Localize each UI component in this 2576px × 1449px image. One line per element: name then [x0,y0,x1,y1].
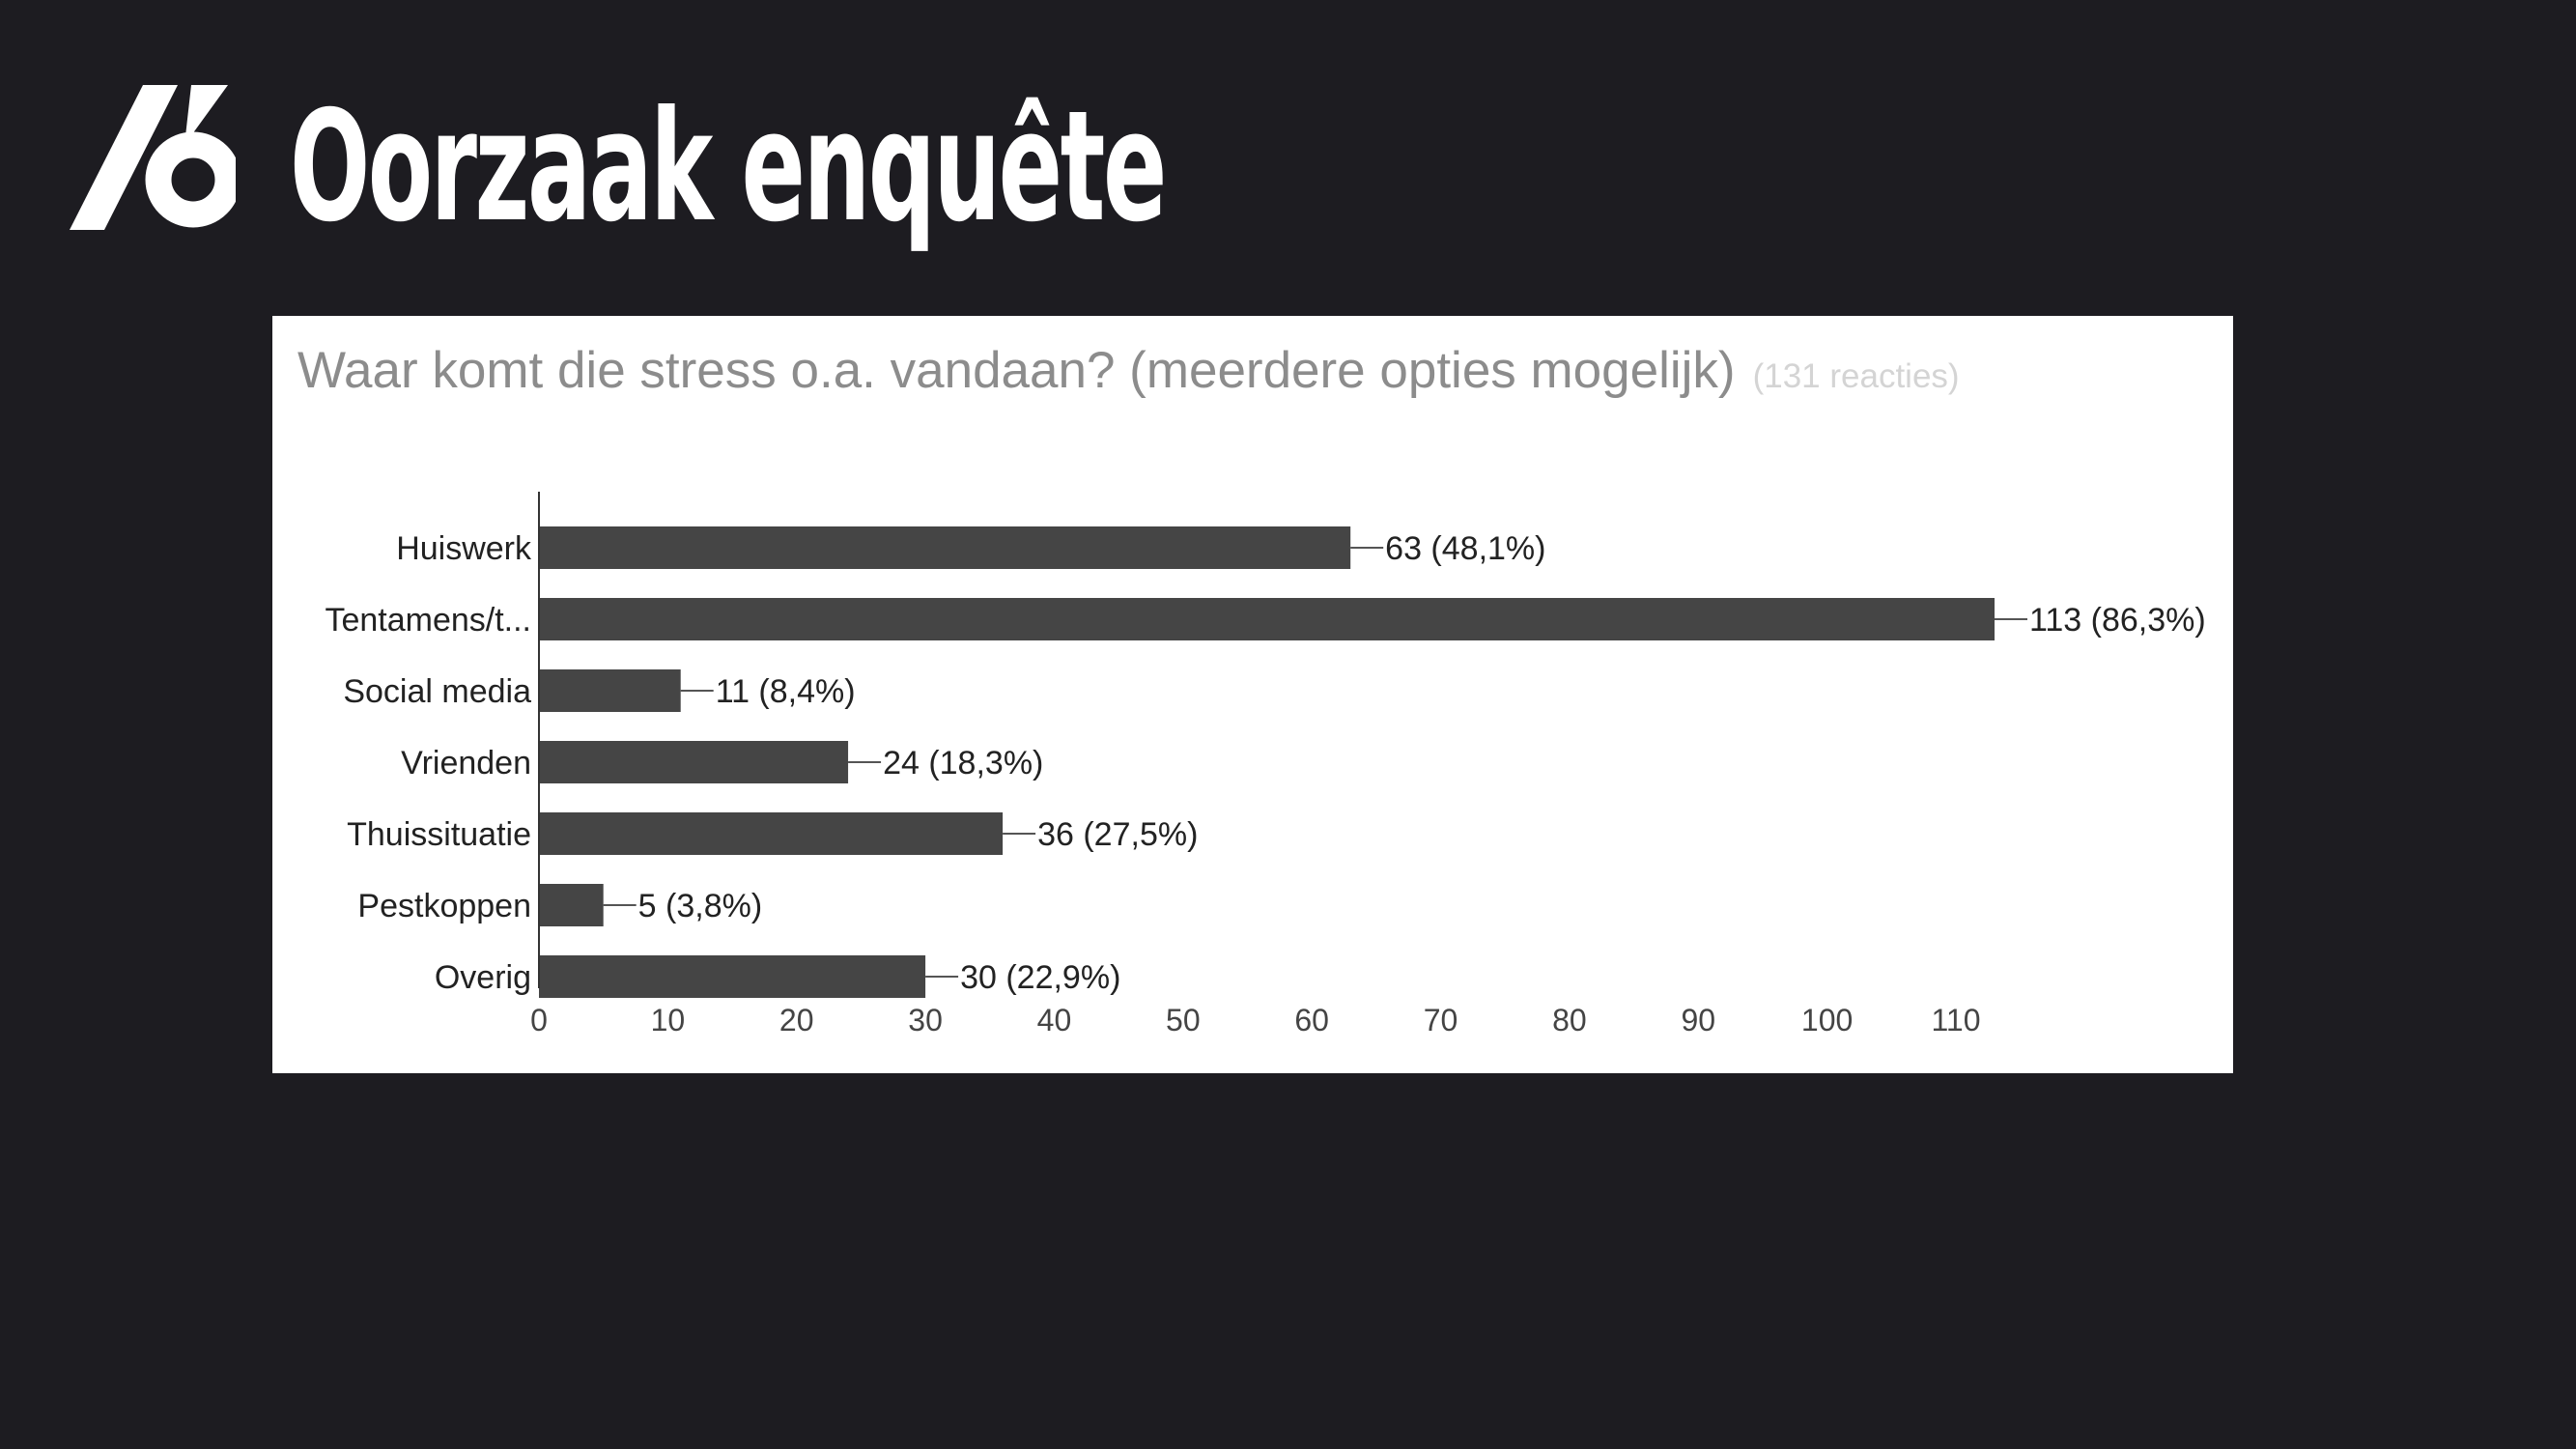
chart-card: Waar komt die stress o.a. vandaan? (meer… [272,316,2233,1073]
x-tick-label: 20 [779,1003,814,1037]
category-label: Vrienden [401,745,531,781]
data-label: 36 (27,5%) [1037,816,1198,853]
bar [539,598,1995,640]
data-label: 30 (22,9%) [960,959,1120,996]
data-label: 113 (86,3%) [2029,602,2206,639]
bar-chart: Huiswerk 63 (48,1%) Tentamens/t... 113 (86,… [325,492,2206,1037]
x-tick-label: 0 [530,1003,548,1037]
slide-title: Oorzaak enquête [290,78,1167,256]
bar [539,955,926,998]
bar [539,526,1351,569]
category-label: Thuissituatie [347,816,531,853]
data-label: 63 (48,1%) [1385,530,1545,567]
x-tick-label: 100 [1801,1003,1853,1037]
category-label: Overig [435,959,531,996]
slash-six-logo [70,85,236,230]
x-tick-label: 60 [1294,1003,1329,1037]
bar [539,812,1004,855]
x-tick-label: 90 [1681,1003,1715,1037]
category-label: Social media [343,673,531,710]
x-tick-label: 30 [908,1003,943,1037]
data-label: 24 (18,3%) [883,745,1043,781]
chart-question: Waar komt die stress o.a. vandaan? (meer… [297,337,1960,411]
x-tick-label: 110 [1931,1003,1980,1037]
bar [539,669,681,712]
x-tick-label: 10 [651,1003,686,1037]
x-tick-label: 80 [1552,1003,1587,1037]
response-count: (131 reacties) [1752,357,1960,395]
category-label: Huiswerk [396,530,532,567]
category-label: Pestkoppen [357,888,531,924]
x-tick-label: 40 [1037,1003,1072,1037]
bar [539,741,849,783]
x-tick-label: 50 [1166,1003,1201,1037]
bar [539,884,604,926]
data-label: 5 (3,8%) [638,888,763,924]
chart-question-text: Waar komt die stress o.a. vandaan? (meer… [297,342,1736,399]
category-label: Tentamens/t... [325,602,531,639]
data-label: 11 (8,4%) [716,673,856,710]
x-tick-label: 70 [1424,1003,1458,1037]
